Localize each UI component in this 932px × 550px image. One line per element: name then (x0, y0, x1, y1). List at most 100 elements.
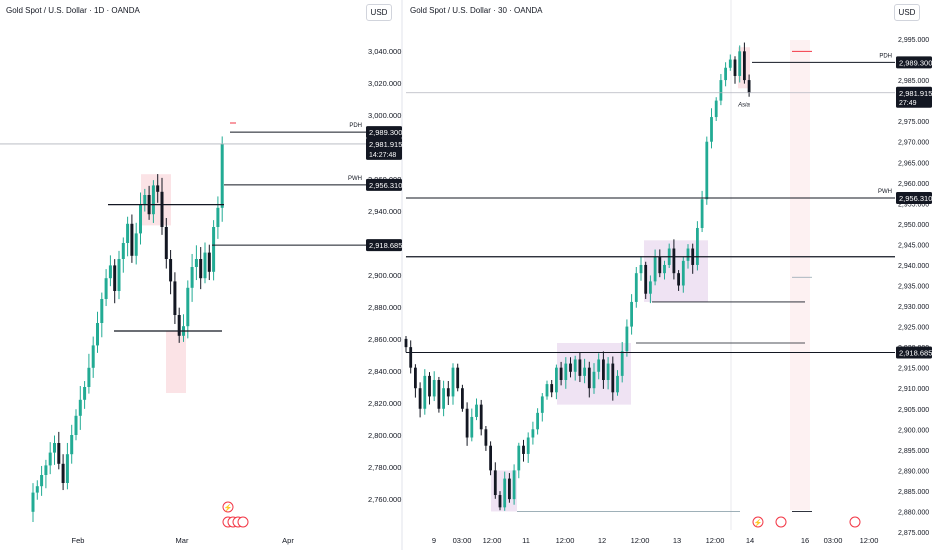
x-axis-tick-label: 12:00 (556, 536, 575, 545)
x-axis-tick-label: Mar (176, 536, 189, 545)
candle-body (194, 259, 198, 267)
candle-body (620, 351, 624, 376)
y-axis-tick-label: 2,950.000 (898, 222, 929, 229)
y-axis-tick-label: 2,760.000 (368, 495, 401, 504)
x-axis-tick-label: 03:00 (824, 536, 843, 545)
candle-body (512, 470, 516, 500)
candle-body (743, 51, 746, 81)
candle-body (173, 281, 177, 315)
candle-body (87, 367, 91, 387)
x-axis-tick-label: 03:00 (453, 536, 472, 545)
us-flag-icon (775, 516, 787, 528)
y-axis-tick-label: 2,875.000 (898, 530, 929, 537)
current-price-tag: 2,981.915 (369, 140, 402, 149)
candle-body (569, 363, 572, 372)
candle-body (644, 264, 648, 294)
pwh-price-tag: 2,956.310 (369, 181, 402, 190)
candle-body (738, 51, 742, 76)
candle-body (602, 359, 605, 380)
x-axis-tick-label: 12 (598, 536, 606, 545)
candle-body (91, 345, 95, 368)
candle-body (442, 388, 445, 409)
candle-body (573, 359, 577, 372)
candle-body (714, 100, 718, 118)
lightning-icon (752, 516, 764, 528)
candle-body (414, 367, 417, 389)
candle-body (484, 429, 488, 446)
candle-body (83, 387, 87, 400)
candle-body (658, 256, 662, 274)
price-tag (366, 239, 402, 252)
pdh-price-tag: 2,989.300 (899, 58, 932, 67)
y-axis-tick-label: 2,985.000 (898, 78, 929, 85)
candle-body (630, 301, 633, 327)
candle-body (432, 379, 436, 397)
candle-body (113, 265, 117, 291)
candle-body (545, 384, 549, 397)
candle-body (592, 371, 596, 389)
candle-body (663, 264, 666, 274)
candle-body (583, 367, 586, 376)
candle-body (578, 359, 582, 376)
pdh-label: PDH (879, 53, 892, 59)
candle-body (418, 388, 422, 409)
right-chart-title: Gold Spot / U.S. Dollar · 30 · OANDA (410, 6, 543, 15)
candle-body (747, 80, 751, 93)
candle-body (536, 412, 539, 430)
price-tag (366, 178, 402, 191)
x-axis-tick-label: 14 (746, 536, 754, 545)
candle-body (126, 223, 130, 243)
price-tag (896, 56, 932, 69)
candle-body (625, 326, 629, 352)
candle-body (733, 59, 737, 76)
y-axis-tick-label: 2,900.000 (368, 271, 401, 280)
candle-body (540, 396, 544, 413)
candle-body (498, 495, 502, 508)
candle-body (550, 384, 554, 393)
candle-body (606, 363, 610, 380)
candle-body (203, 252, 207, 279)
candle-body (597, 359, 601, 372)
price-tag (896, 346, 932, 359)
y-axis-tick-label: 2,880.000 (898, 509, 929, 516)
y-axis-tick-label: 2,960.000 (898, 181, 929, 188)
candle-body (728, 59, 732, 68)
candle-body (710, 117, 713, 142)
candle-body (74, 415, 78, 435)
candle-body (653, 256, 657, 282)
candle-body (677, 273, 680, 286)
candle-body (681, 260, 685, 286)
candle-body (156, 185, 160, 192)
candle-body (57, 443, 61, 464)
candle-body (526, 437, 530, 454)
candle-body (96, 323, 99, 346)
candle-body (672, 248, 676, 274)
us-flag-icon (849, 516, 861, 528)
candle-body (611, 363, 615, 393)
candle-body (40, 475, 44, 487)
candle-body (696, 227, 699, 265)
y-axis-tick-label: 2,840.000 (368, 367, 401, 376)
y-axis-tick-label: 2,915.000 (898, 366, 929, 373)
y-axis-tick-label: 2,995.000 (898, 37, 929, 44)
y-axis-tick-label: 2,890.000 (898, 468, 929, 475)
right-currency-button[interactable]: USD (894, 4, 920, 21)
candle-body (531, 429, 535, 438)
y-axis-tick-label: 2,935.000 (898, 284, 929, 291)
x-axis-tick-label: 12:00 (706, 536, 725, 545)
x-axis-tick-label: 12:00 (483, 536, 502, 545)
candle-body (724, 67, 727, 81)
candle-body (121, 243, 125, 259)
candle-body (517, 445, 521, 471)
y-axis-tick-label: 2,885.000 (898, 489, 929, 496)
x-axis-tick-label: 12:00 (631, 536, 650, 545)
candle-body (616, 375, 619, 393)
y-axis-tick-label: 2,955.000 (898, 201, 929, 208)
candle-body (461, 388, 464, 409)
left-currency-button[interactable]: USD (366, 4, 392, 21)
y-axis-tick-label: 2,860.000 (368, 335, 401, 344)
candle-body (207, 252, 211, 272)
candle-body (31, 492, 35, 512)
x-axis-tick-label: Apr (282, 536, 294, 545)
